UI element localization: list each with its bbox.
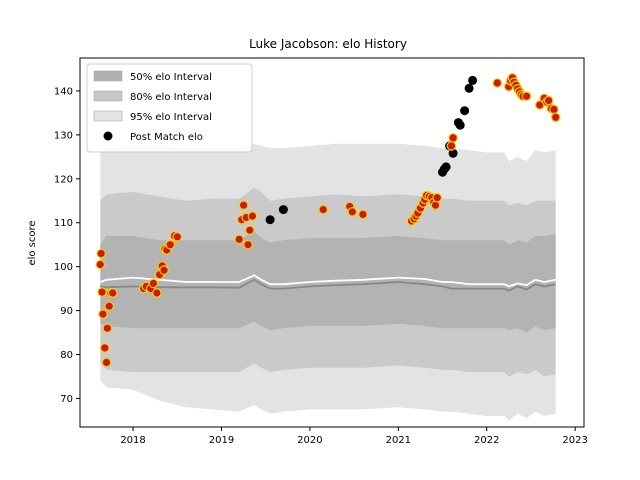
post-match-elo-point bbox=[455, 120, 465, 130]
match-elo-point bbox=[492, 78, 503, 88]
match-elo-point bbox=[521, 91, 532, 101]
match-elo-point bbox=[549, 104, 559, 115]
plot-area bbox=[95, 73, 561, 421]
y-tick-label: 140 bbox=[54, 86, 73, 97]
y-tick-label: 90 bbox=[60, 306, 73, 317]
match-elo-point bbox=[172, 232, 183, 242]
legend-label: Post Match elo bbox=[130, 132, 203, 143]
match-elo-point bbox=[104, 301, 114, 311]
x-tick-label: 2020 bbox=[297, 435, 322, 446]
match-elo-point bbox=[318, 204, 328, 215]
match-elo-point bbox=[102, 323, 113, 333]
post-match-elo-point bbox=[468, 75, 478, 85]
match-elo-point bbox=[243, 239, 253, 250]
match-elo-point bbox=[245, 225, 255, 235]
legend-box bbox=[86, 63, 253, 153]
legend-label: 95% elo Interval bbox=[130, 112, 212, 123]
x-tick-label: 2022 bbox=[474, 435, 499, 446]
match-elo-point bbox=[107, 288, 118, 298]
match-elo-point bbox=[238, 200, 249, 210]
post-match-elo-point bbox=[265, 215, 275, 225]
post-match-elo-point bbox=[460, 106, 470, 116]
legend-swatch bbox=[93, 70, 123, 82]
match-elo-point bbox=[100, 343, 110, 353]
mean-line-upper bbox=[99, 274, 556, 288]
y-tick-label: 120 bbox=[54, 174, 73, 185]
post-match-elo-point bbox=[448, 148, 458, 158]
match-elo-point bbox=[165, 239, 175, 250]
match-elo-point bbox=[97, 287, 107, 297]
match-elo-point bbox=[234, 234, 244, 245]
match-elo-point bbox=[543, 95, 554, 106]
mean-line-lower bbox=[100, 278, 556, 292]
legend-label: 50% elo Interval bbox=[130, 72, 212, 83]
y-axis-label: elo score bbox=[27, 220, 38, 265]
match-elo-point bbox=[432, 192, 442, 203]
x-tick-label: 2018 bbox=[120, 435, 145, 446]
match-elo-point bbox=[101, 357, 112, 368]
match-elo-point bbox=[347, 207, 358, 217]
x-tick-label: 2023 bbox=[562, 435, 587, 446]
match-elo-point bbox=[446, 141, 457, 151]
band-50-interval bbox=[100, 231, 556, 333]
y-tick-label: 110 bbox=[54, 218, 73, 229]
x-tick-label: 2019 bbox=[209, 435, 234, 446]
legend-swatch bbox=[93, 90, 123, 102]
match-elo-point bbox=[98, 309, 108, 319]
legend-marker bbox=[103, 131, 113, 141]
match-elo-point bbox=[159, 265, 169, 275]
band-80-interval bbox=[100, 187, 556, 377]
axes-frame bbox=[79, 57, 585, 428]
legend-label: 80% elo Interval bbox=[130, 92, 212, 103]
y-tick-label: 130 bbox=[54, 130, 73, 141]
match-elo-point bbox=[448, 133, 458, 143]
match-elo-point bbox=[550, 112, 561, 123]
y-tick-label: 70 bbox=[60, 394, 73, 405]
legend-swatch bbox=[93, 110, 123, 122]
post-match-elo-point bbox=[278, 205, 288, 215]
match-elo-point bbox=[247, 211, 258, 221]
x-tick-label: 2021 bbox=[386, 435, 411, 446]
y-tick-label: 80 bbox=[60, 350, 73, 361]
axes: 2018 2019 2020 2021 2022 2023 70 80 90 100 110 120 1… bbox=[54, 57, 588, 446]
match-elo-point bbox=[358, 209, 368, 220]
match-elo-point bbox=[95, 259, 106, 270]
y-tick-label: 100 bbox=[54, 262, 73, 273]
match-elo-point bbox=[96, 248, 106, 259]
match-elo-point bbox=[148, 278, 159, 289]
post-match-elo-point bbox=[464, 83, 474, 93]
match-elo-point bbox=[152, 288, 162, 298]
band-95-interval bbox=[100, 143, 556, 421]
legend: 50% elo Interval 80% elo Interval 95% elo … bbox=[86, 63, 253, 153]
chart-title: Luke Jacobson: elo History bbox=[249, 37, 407, 51]
post-match-elo-point bbox=[441, 162, 451, 172]
